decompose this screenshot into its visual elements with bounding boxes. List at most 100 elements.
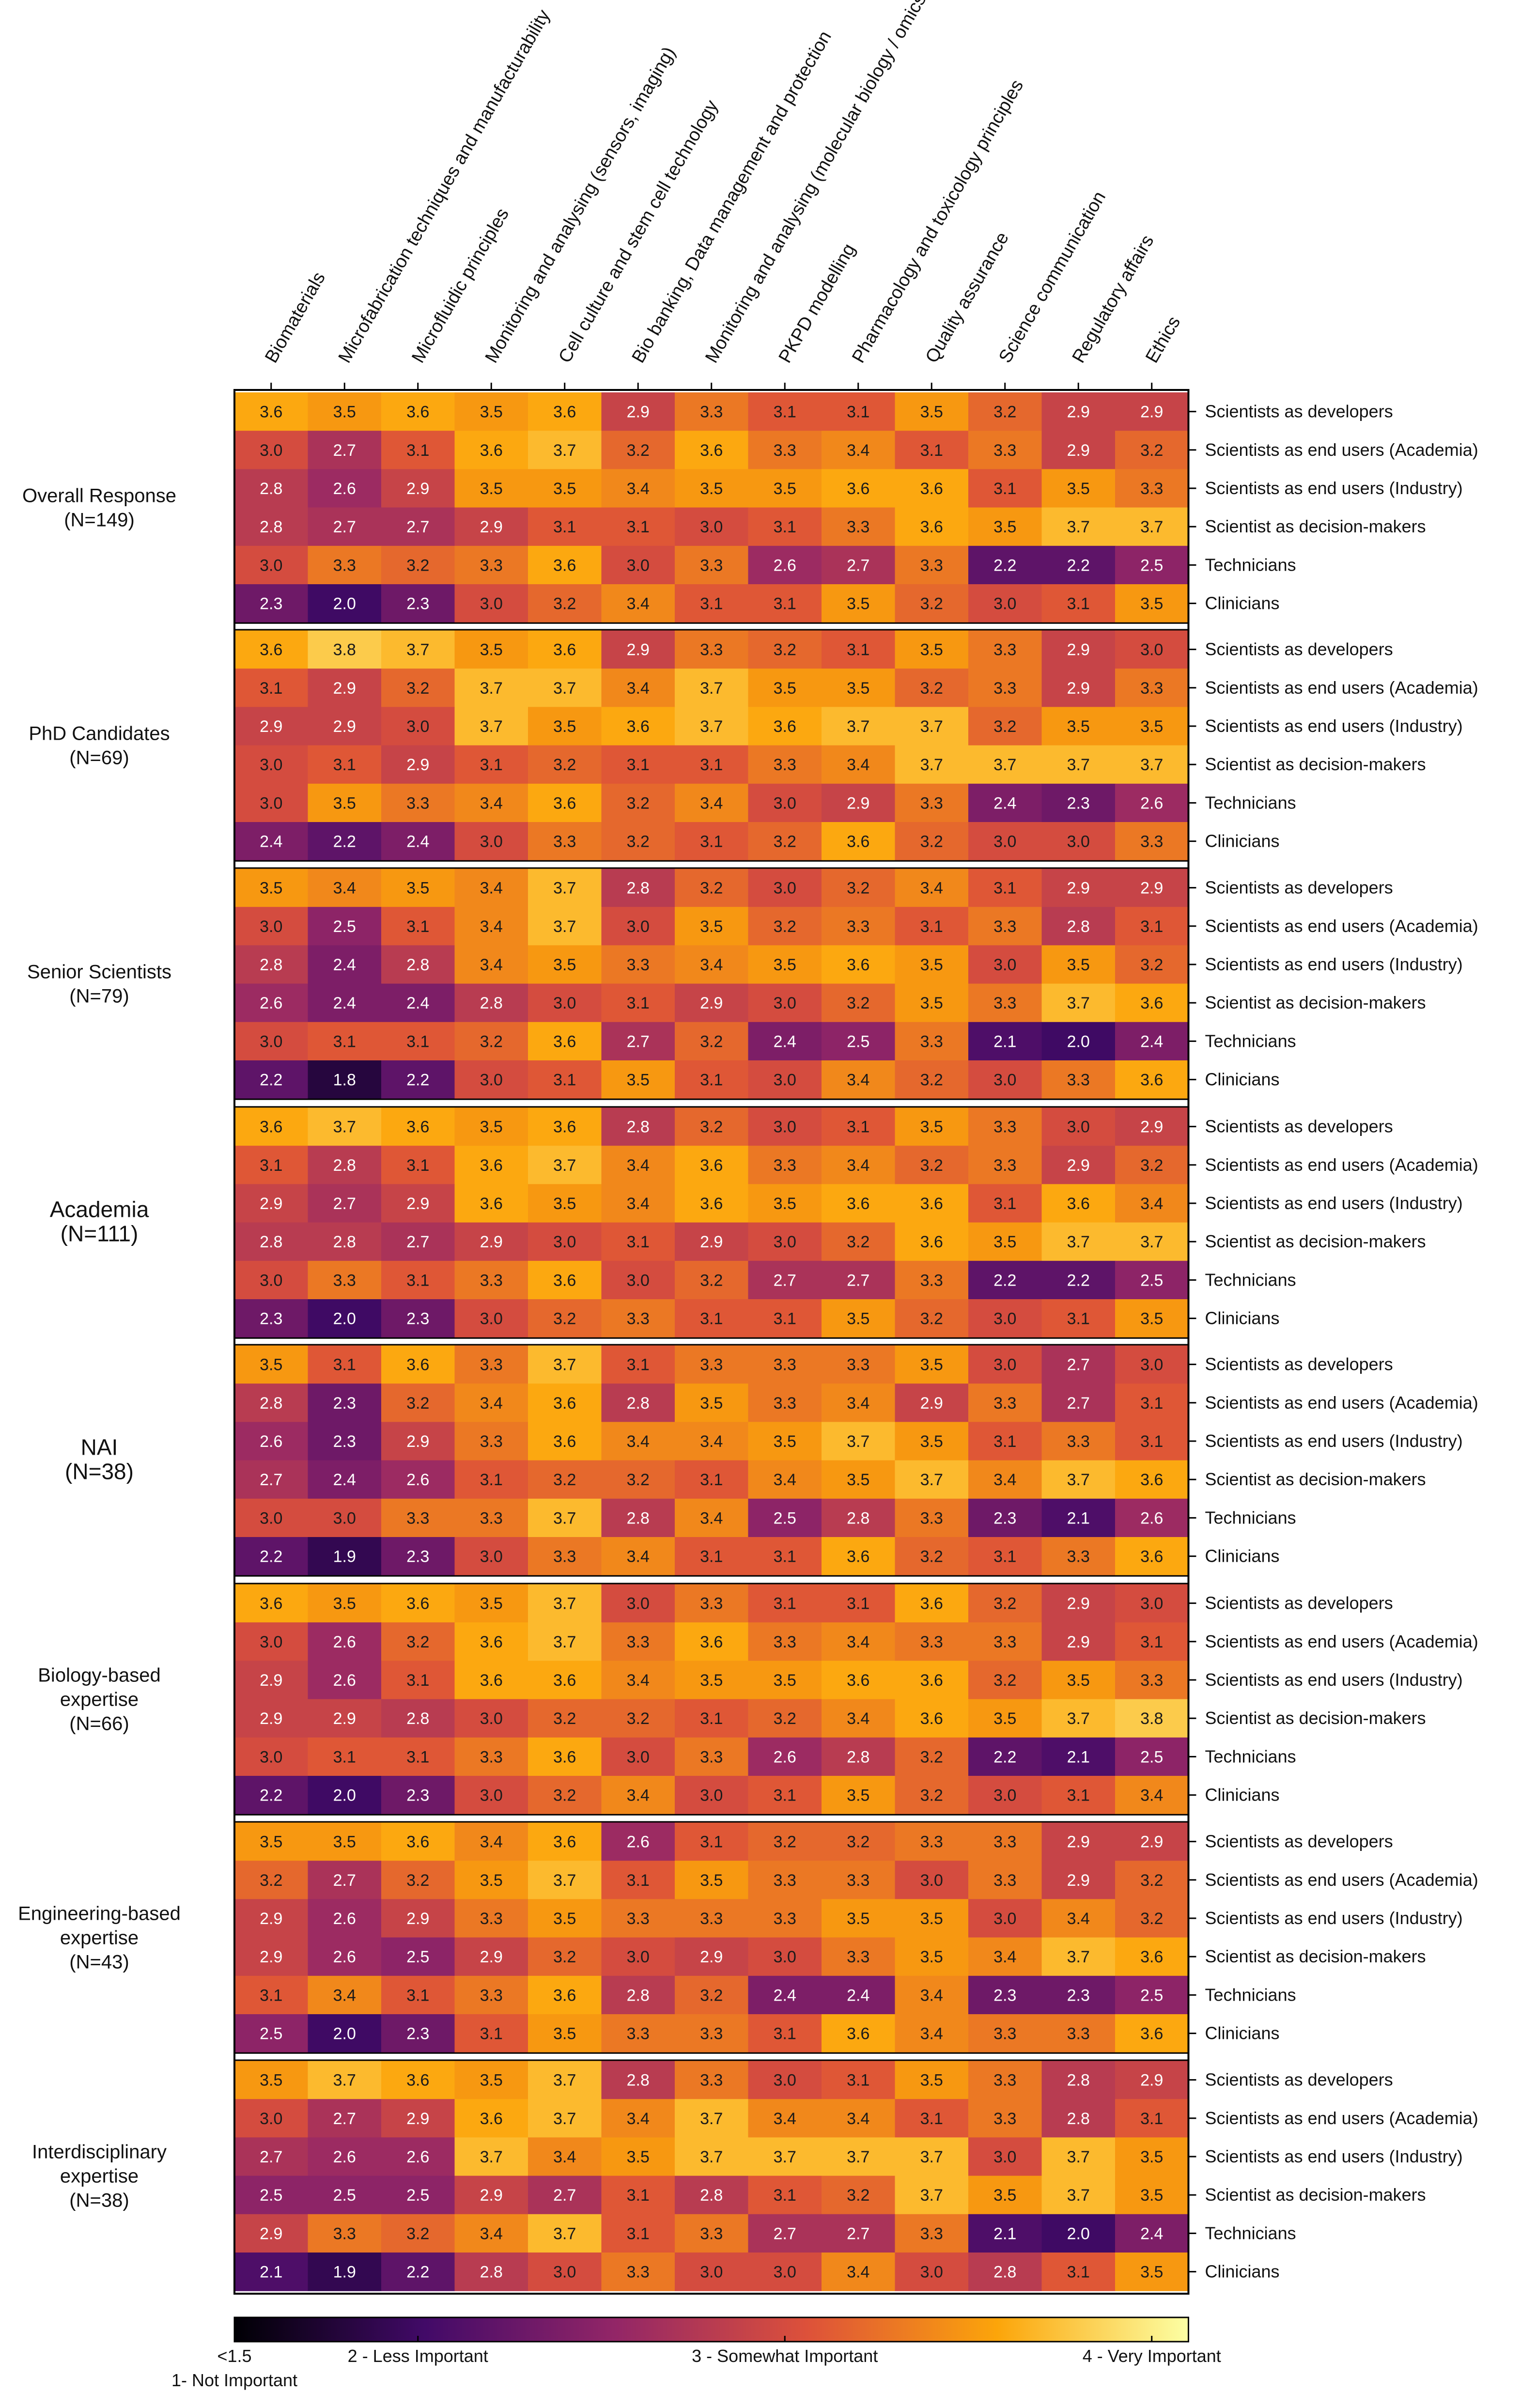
cell-value: 2.5 bbox=[847, 1032, 869, 1051]
cell-value: 3.6 bbox=[847, 480, 869, 498]
heatmap-cell bbox=[454, 1146, 528, 1184]
heatmap-cell bbox=[234, 2253, 309, 2291]
cell-value: 3.3 bbox=[700, 556, 723, 575]
cell-value: 3.4 bbox=[480, 1833, 503, 1851]
heatmap-cell bbox=[381, 707, 455, 746]
heatmap-cell bbox=[895, 945, 969, 984]
cell-value: 2.3 bbox=[333, 1432, 356, 1451]
cell-value: 3.5 bbox=[1140, 2148, 1163, 2166]
cell-value: 3.3 bbox=[920, 556, 943, 575]
cell-value: 3.1 bbox=[993, 1432, 1016, 1451]
heatmap-cell bbox=[308, 1737, 382, 1776]
heatmap-cell bbox=[381, 1146, 455, 1184]
heatmap-cell bbox=[528, 2214, 602, 2253]
heatmap-cell bbox=[601, 2099, 675, 2138]
heatmap-cell bbox=[1115, 2253, 1189, 2291]
cell-value: 3.3 bbox=[993, 441, 1016, 460]
heatmap-group: 3.6 3.8 3.7 3.5 3.6 2.9 3.3 3.2 3.1 3.5 3.3 2.9 3.0 S… bbox=[29, 630, 1478, 861]
cell-value: 2.8 bbox=[406, 1709, 429, 1728]
heatmap-cell bbox=[454, 630, 528, 669]
heatmap-cell bbox=[895, 392, 969, 431]
heatmap-cell bbox=[381, 1822, 455, 1861]
cell-value: 3.1 bbox=[480, 756, 503, 774]
heatmap-cell bbox=[381, 1975, 455, 2015]
cell-value: 3.1 bbox=[406, 1271, 429, 1289]
cell-value: 2.8 bbox=[1067, 917, 1090, 936]
heatmap-cell bbox=[528, 1776, 602, 1815]
heatmap-cell bbox=[528, 1260, 602, 1300]
heatmap-cell bbox=[308, 1661, 382, 1700]
heatmap-cell bbox=[1115, 2137, 1189, 2176]
cell-value: 2.2 bbox=[260, 1787, 282, 1805]
heatmap-cell bbox=[308, 2137, 382, 2176]
heatmap-cell bbox=[968, 1776, 1042, 1815]
cell-value: 3.2 bbox=[847, 994, 869, 1012]
heatmap-cell bbox=[234, 2014, 309, 2053]
heatmap-cell bbox=[968, 1937, 1042, 1976]
heatmap-cell bbox=[234, 1060, 309, 1099]
heatmap-cell bbox=[234, 584, 309, 623]
heatmap-cell bbox=[528, 1383, 602, 1422]
heatmap-cell bbox=[968, 707, 1042, 746]
heatmap-cell bbox=[528, 1345, 602, 1384]
heatmap-cell bbox=[601, 983, 675, 1023]
heatmap-cell bbox=[895, 1383, 969, 1422]
heatmap-cell bbox=[748, 668, 822, 707]
cell-value: 3.2 bbox=[920, 1548, 943, 1566]
heatmap-cell bbox=[601, 2014, 675, 2053]
heatmap-cell bbox=[675, 1460, 749, 1499]
cell-value: 3.0 bbox=[993, 956, 1016, 974]
heatmap-cell bbox=[822, 1022, 896, 1061]
cell-value: 2.0 bbox=[333, 1310, 356, 1328]
heatmap-cell bbox=[748, 1222, 822, 1261]
heatmap-cell bbox=[822, 2137, 896, 2176]
heatmap-cell bbox=[308, 1699, 382, 1738]
cell-value: 3.0 bbox=[774, 1233, 796, 1251]
row-label: Technicians bbox=[1205, 792, 1296, 812]
cell-value: 3.5 bbox=[847, 1787, 869, 1805]
group-count: (N=38) bbox=[65, 1459, 134, 1484]
heatmap-cell bbox=[675, 1661, 749, 1700]
cell-value: 2.2 bbox=[993, 1748, 1016, 1766]
cell-value: 3.2 bbox=[627, 833, 650, 851]
cell-value: 3.7 bbox=[553, 679, 576, 698]
cell-value: 2.7 bbox=[406, 1233, 429, 1251]
heatmap-cell bbox=[748, 1622, 822, 1661]
cell-value: 3.7 bbox=[847, 1432, 869, 1451]
cell-value: 3.2 bbox=[847, 879, 869, 898]
cell-value: 2.9 bbox=[1067, 1833, 1090, 1851]
cell-value: 3.1 bbox=[774, 1787, 796, 1805]
heatmap-cell bbox=[528, 945, 602, 984]
heatmap-cell bbox=[968, 584, 1042, 623]
cell-value: 3.5 bbox=[1067, 480, 1090, 498]
heatmap-cell bbox=[528, 1537, 602, 1576]
heatmap-cell bbox=[1041, 1584, 1116, 1623]
heatmap-cell bbox=[528, 2061, 602, 2099]
cell-value: 3.5 bbox=[333, 794, 356, 812]
row-label: Scientists as end users (Industry) bbox=[1205, 1908, 1463, 1928]
heatmap-cell bbox=[381, 783, 455, 823]
heatmap-cell bbox=[675, 392, 749, 431]
cell-value: 3.7 bbox=[1067, 1948, 1090, 1966]
heatmap-cell bbox=[308, 983, 382, 1023]
heatmap-cell bbox=[822, 630, 896, 669]
heatmap-cell bbox=[675, 1737, 749, 1776]
cell-value: 2.8 bbox=[627, 1509, 650, 1527]
cell-value: 3.5 bbox=[553, 717, 576, 736]
heatmap-cell bbox=[895, 2137, 969, 2176]
cell-value: 2.1 bbox=[260, 2263, 282, 2282]
heatmap-cell bbox=[454, 1184, 528, 1223]
heatmap-cell bbox=[234, 2137, 309, 2176]
cell-value: 3.3 bbox=[920, 1271, 943, 1289]
cell-value: 3.4 bbox=[1140, 1195, 1163, 1213]
heatmap-cell bbox=[234, 1222, 309, 1261]
heatmap-cell bbox=[234, 1975, 309, 2015]
heatmap-cell bbox=[601, 2061, 675, 2099]
cell-value: 3.2 bbox=[700, 1271, 723, 1289]
heatmap-cell bbox=[601, 1383, 675, 1422]
row-label: Scientists as end users (Academia) bbox=[1205, 1631, 1478, 1651]
row-label: Scientists as developers bbox=[1205, 1354, 1393, 1374]
heatmap-cell bbox=[968, 869, 1042, 907]
heatmap-cell bbox=[675, 1537, 749, 1576]
